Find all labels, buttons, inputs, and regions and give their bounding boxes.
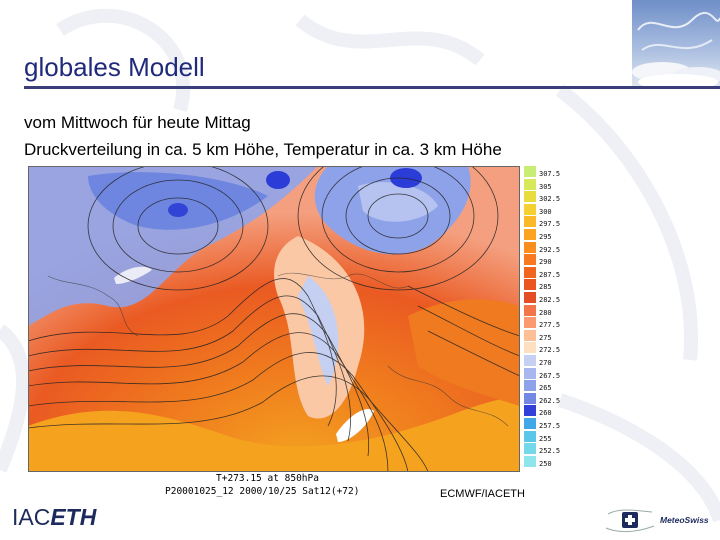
title-underline	[24, 86, 720, 89]
legend-swatch	[524, 266, 536, 278]
legend-label: 302.5	[539, 195, 561, 204]
slide-subtitle-line2: Druckverteilung in ca. 5 km Höhe, Temper…	[24, 140, 502, 159]
legend-label: 250	[539, 459, 552, 468]
legend-swatch	[524, 443, 536, 455]
legend-label: 272.5	[539, 346, 561, 355]
legend-label: 257.5	[539, 422, 561, 430]
legend-swatch	[524, 241, 536, 253]
legend-label: 305	[539, 182, 552, 191]
legend-label: 282.5	[539, 296, 561, 304]
legend-label: 295	[539, 233, 552, 241]
legend-label: 307.5	[539, 170, 561, 178]
legend-swatch	[524, 254, 536, 266]
iaceth-logo-bold: ETH	[50, 504, 97, 530]
legend-label: 277.5	[539, 321, 561, 330]
sky-photo-logo	[632, 0, 720, 88]
iaceth-logo-plain: IAC	[12, 504, 51, 530]
temperature-legend: 307.5 305 302.5 300 297.5 295 292.5 290 287.5 285…	[522, 166, 562, 470]
swiss-cross-icon	[605, 509, 655, 533]
temperature-pressure-map	[28, 166, 520, 472]
slide-subtitle-line1: vom Mittwoch für heute Mittag	[24, 113, 251, 132]
legend-label: 285	[539, 283, 552, 292]
legend-swatch	[524, 279, 536, 291]
legend-swatch	[524, 380, 536, 392]
meteoswiss-logo-text: MeteoSwiss	[660, 515, 709, 525]
legend-label: 275	[539, 333, 552, 342]
legend-label: 265	[539, 384, 552, 393]
legend-label: 292.5	[539, 245, 561, 254]
legend-swatch	[524, 191, 536, 203]
legend-label: 290	[539, 258, 552, 267]
legend-swatch	[524, 418, 536, 429]
legend-swatch	[524, 430, 536, 442]
legend-swatch	[524, 203, 536, 215]
legend-label: 262.5	[539, 396, 561, 405]
legend-swatch	[524, 329, 536, 341]
legend-label: 255	[539, 434, 552, 443]
legend-swatch	[524, 178, 536, 190]
legend-swatch	[524, 304, 536, 316]
legend-swatch	[524, 292, 536, 303]
legend-swatch	[524, 229, 536, 240]
legend-swatch	[524, 355, 536, 366]
legend-label: 297.5	[539, 220, 561, 229]
legend-label: 280	[539, 308, 552, 317]
legend-label: 287.5	[539, 270, 561, 279]
iaceth-logo: IACETH	[12, 504, 96, 531]
map-caption-line1: T+273.15 at 850hPa	[216, 473, 319, 484]
legend-label: 300	[539, 207, 552, 216]
legend-label: 260	[539, 409, 552, 418]
legend-swatch	[524, 405, 536, 417]
legend-label: 270	[539, 359, 552, 367]
legend-swatch	[524, 342, 536, 354]
legend-swatch	[524, 367, 536, 379]
legend-swatch	[524, 392, 536, 404]
legend-swatch	[524, 166, 536, 177]
legend-label: 267.5	[539, 371, 561, 380]
slide-title: globales Modell	[24, 52, 205, 82]
legend-swatch	[524, 317, 536, 329]
legend-swatch	[524, 216, 536, 228]
map-caption-line2: P20001025_12 2000/10/25 Sat12(+72)	[165, 486, 360, 497]
meteoswiss-logo: MeteoSwiss	[604, 506, 716, 534]
legend-label: 252.5	[539, 447, 561, 456]
legend-swatch	[524, 455, 536, 467]
map-source: ECMWF/IACETH	[440, 488, 525, 500]
